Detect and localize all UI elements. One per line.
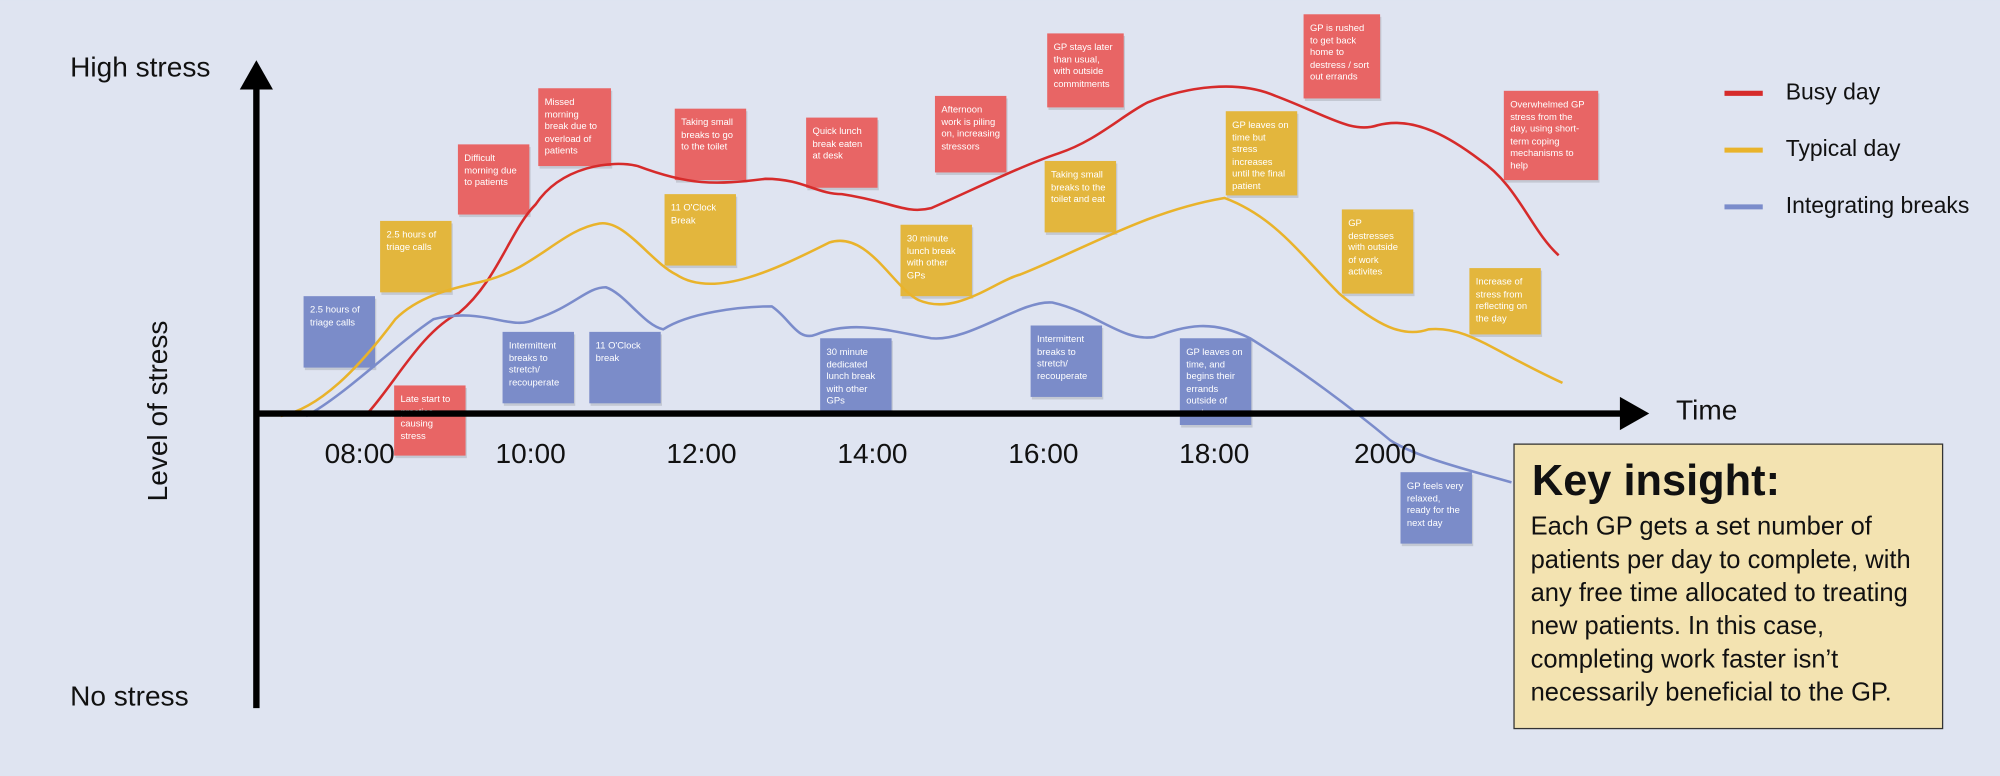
sticky-note [1341, 209, 1414, 294]
key-insight-body: Each GP gets a set number of patients pe… [1530, 513, 1911, 707]
time-label: 2000 [1354, 438, 1416, 469]
key-insight-box [1513, 443, 1944, 730]
sticky-note-text: 2.5 hours of triage calls [386, 228, 437, 253]
notes: Difficult morning due to patients Missed … [303, 14, 1600, 371]
sticky-note-text: 11 O'Clock Break [670, 201, 717, 226]
y-axis-title: Level of stress [142, 321, 173, 502]
sticky-note-text-wrap: Intermittent breaks to stretch/ recouper… [508, 339, 560, 388]
sticky-note-text-wrap: 2.5 hours of triage calls [309, 303, 360, 328]
sticky-note-text: Taking small breaks to go to the toilet [681, 116, 734, 153]
sticky-note [900, 224, 972, 297]
sticky-note-text-wrap: Difficult morning due to patients [464, 152, 517, 188]
sticky-note-text-wrap: Overwhelmed GP stress from the day, usin… [1510, 98, 1585, 172]
breaks-curve [305, 285, 1512, 484]
sticky-note-text-wrap: Taking small breaks to the toilet and ea… [1051, 168, 1106, 205]
time-label: 18:00 [1179, 438, 1249, 469]
sticky-note-text-wrap: 2.5 hours of triage calls [386, 228, 437, 253]
sticky-note-text: GP stays later than usual, with outside … [1053, 41, 1113, 90]
sticky-note-text-wrap: Late start to practice causing stress [400, 393, 451, 442]
sticky-note-text-wrap: Increase of stress from reflecting on th… [1475, 275, 1528, 324]
sticky-note-text: Quick lunch break eaten at desk [812, 125, 863, 162]
sticky-note-text: GP is rushed to get back home to destres… [1309, 21, 1370, 83]
sticky-note [674, 108, 747, 181]
sticky-note [1044, 160, 1117, 233]
sticky-note-text: GP leaves on time but stress increases u… [1232, 118, 1289, 192]
sticky-note-text-wrap: Afternoon work is piling on, increasing … [941, 103, 1001, 152]
x-axis-title: Time [1676, 395, 1737, 426]
sticky-note [1303, 14, 1381, 99]
key-insight-body-wrap: Each GP gets a set number of patients pe… [1530, 513, 1911, 707]
time-labels: 08:00 10:00 12:00 14:00 16:00 18:00 2000 [325, 438, 1417, 469]
sticky-note-text: Intermittent breaks to stretch/ recouper… [508, 339, 560, 388]
sticky-note-text: 11 O'Clock break [595, 339, 641, 364]
sticky-note [538, 88, 611, 167]
legend: Busy day Typical day Integrating breaks [1724, 78, 1969, 218]
sticky-note-text: Increase of stress from reflecting on th… [1475, 275, 1528, 324]
sticky-note-text: Taking small breaks to the toilet and ea… [1051, 168, 1106, 205]
sticky-note [457, 144, 530, 215]
sticky-note-text: GP destresses with outside of work activ… [1348, 217, 1398, 278]
sticky-note [1469, 268, 1541, 335]
sticky-note-text-wrap: Intermittent breaks to stretch/ recouper… [1036, 333, 1088, 382]
sticky-note [589, 331, 661, 404]
sticky-note-text: Late start to practice causing stress [400, 393, 451, 442]
sticky-note-text: Intermittent breaks to stretch/ recouper… [1036, 333, 1088, 382]
time-label: 10:00 [496, 438, 566, 469]
sticky-note-text: Afternoon work is piling on, increasing … [941, 103, 1001, 152]
sticky-note [1400, 472, 1472, 544]
sticky-note [394, 385, 466, 456]
legend-label: Busy day [1786, 78, 1881, 104]
sticky-note [502, 331, 574, 404]
no-stress-label: No stress [70, 680, 188, 711]
sticky-note-text-wrap: GP leaves on time but stress increases u… [1232, 118, 1289, 192]
sticky-note-text-wrap: 30 minute lunch break with other GPs [906, 232, 956, 281]
sticky-note-text: Missed morning break due to overload of … [544, 95, 598, 157]
high-stress-label: High stress [70, 52, 210, 83]
y-arrow [239, 60, 273, 90]
legend-label: Typical day [1786, 135, 1901, 161]
sticky-note [820, 338, 892, 413]
sticky-note [1030, 325, 1103, 397]
sticky-note-text: 2.5 hours of triage calls [309, 303, 360, 328]
sticky-note [1503, 90, 1599, 181]
key-insight-title: Key insight: [1532, 457, 1780, 505]
sticky-note-text-wrap: GP stays later than usual, with outside … [1053, 41, 1113, 90]
sticky-note-text: 30 minute dedicated lunch break with oth… [826, 345, 876, 407]
time-label: 12:00 [666, 438, 736, 469]
sticky-note-text-wrap: GP feels very relaxed, ready for the nex… [1406, 479, 1464, 529]
sticky-note [1047, 33, 1124, 108]
x-arrow [1619, 396, 1650, 431]
sticky-note-text: Difficult morning due to patients [464, 152, 517, 188]
sticky-note [806, 117, 878, 188]
sticky-note-text-wrap: Missed morning break due to overload of … [544, 95, 598, 157]
sticky-note-text: Overwhelmed GP stress from the day, usin… [1510, 98, 1585, 172]
sticky-note-text: 30 minute lunch break with other GPs [906, 232, 956, 281]
sticky-note-text-wrap: Quick lunch break eaten at desk [812, 125, 863, 162]
busy-day-curve [366, 85, 1560, 415]
sticky-note-text-wrap: GP destresses with outside of work activ… [1348, 217, 1398, 278]
time-label: 16:00 [1008, 438, 1078, 469]
sticky-note [1225, 111, 1298, 196]
time-label: 14:00 [837, 438, 907, 469]
sticky-note [380, 220, 452, 293]
sticky-note-text-wrap: Taking small breaks to go to the toilet [681, 116, 734, 153]
sticky-note [303, 296, 375, 368]
sticky-note [664, 194, 736, 266]
sticky-note-text-wrap: 30 minute dedicated lunch break with oth… [826, 345, 876, 407]
sticky-note [934, 95, 1007, 173]
time-label: 08:00 [325, 438, 395, 469]
sticky-note-text-wrap: 11 O'Clock Break [670, 201, 717, 226]
sticky-note-text-wrap: 11 O'Clock break [595, 339, 641, 364]
sticky-note-text: GP feels very relaxed, ready for the nex… [1406, 479, 1464, 529]
typical-day-curve [280, 196, 1564, 418]
legend-label: Integrating breaks [1786, 192, 1970, 218]
sticky-note-text-wrap: GP is rushed to get back home to destres… [1309, 21, 1370, 83]
